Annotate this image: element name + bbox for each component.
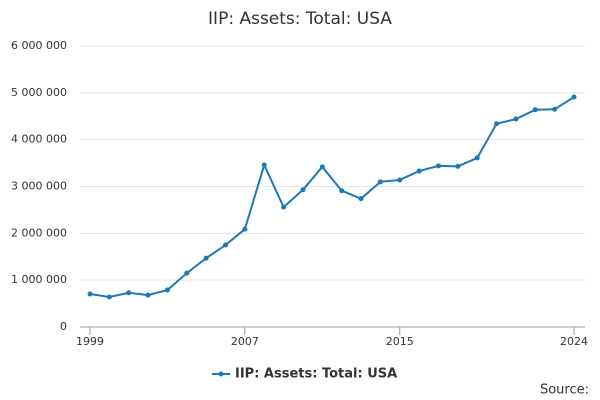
y-tick-label: 0 xyxy=(60,320,67,333)
point xyxy=(242,226,248,232)
point xyxy=(571,94,577,100)
point xyxy=(455,163,461,169)
point xyxy=(300,187,306,193)
point xyxy=(339,188,345,194)
point xyxy=(126,290,132,296)
y-tick-label: 6 000 000 xyxy=(11,39,67,52)
point xyxy=(513,116,519,122)
y-tick-label: 5 000 000 xyxy=(11,86,67,99)
point xyxy=(377,179,383,185)
point xyxy=(203,255,209,261)
y-tick-label: 4 000 000 xyxy=(11,133,67,146)
x-tick-label: 1999 xyxy=(76,335,104,348)
point xyxy=(261,162,267,168)
line xyxy=(89,96,575,299)
y-tick-label: 1 000 000 xyxy=(11,273,67,286)
point xyxy=(164,287,170,293)
point xyxy=(184,270,190,276)
point xyxy=(397,177,403,183)
x-tick-label: 2024 xyxy=(560,335,588,348)
point xyxy=(435,163,441,169)
legend-marker xyxy=(218,371,224,377)
legend-label: IIP: Assets: Total: USA xyxy=(235,367,397,382)
point xyxy=(416,168,422,174)
point xyxy=(145,292,151,298)
y-tick-label: 3 000 000 xyxy=(11,180,67,193)
point xyxy=(319,164,325,170)
x-tick-label: 2015 xyxy=(386,335,414,348)
point xyxy=(87,291,93,297)
y-tick-label: 2 000 000 xyxy=(11,226,67,239)
point xyxy=(474,155,480,161)
point xyxy=(223,242,229,248)
source: Source: xyxy=(540,383,589,398)
point xyxy=(494,121,500,127)
point xyxy=(281,204,287,210)
chart-title: IIP: Assets: Total: USA xyxy=(208,9,392,29)
x-tick-label: 2007 xyxy=(231,335,259,348)
point xyxy=(552,106,558,112)
point xyxy=(106,294,112,300)
point xyxy=(532,107,538,113)
point xyxy=(358,196,364,202)
